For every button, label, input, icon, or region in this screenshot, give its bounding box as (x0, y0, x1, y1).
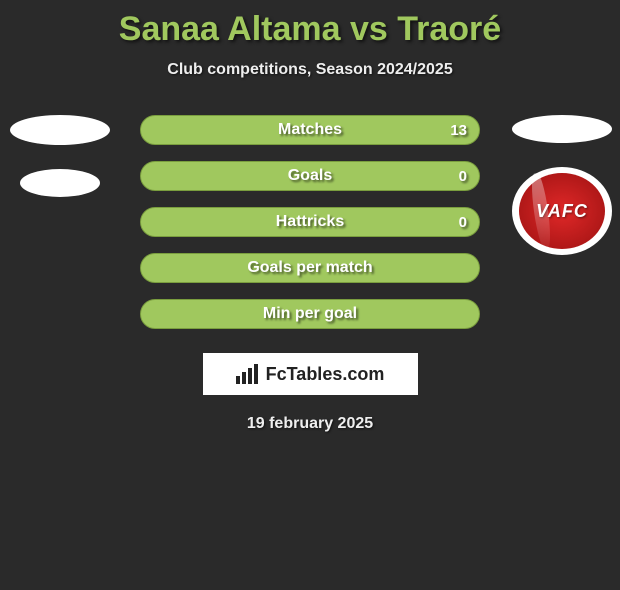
stat-label: Min per goal (263, 305, 357, 323)
chart-bars-icon (236, 364, 260, 384)
right-badge-column: VAFC (512, 115, 612, 255)
right-club-badge: VAFC (512, 167, 612, 255)
right-player-badge-1 (512, 115, 612, 143)
left-player-badge-2 (20, 169, 100, 197)
stat-label: Goals (288, 167, 332, 185)
stat-row-goals-per-match: Goals per match (140, 253, 480, 283)
stat-bars: Matches 13 Goals 0 Hattricks 0 Goals per… (140, 115, 480, 329)
content-region: VAFC Matches 13 Goals 0 Hattricks 0 Goal… (0, 115, 620, 433)
footer-date: 19 february 2025 (0, 415, 620, 433)
left-badge-column (10, 115, 110, 197)
stat-row-goals: Goals 0 (140, 161, 480, 191)
stat-row-hattricks: Hattricks 0 (140, 207, 480, 237)
stat-row-min-per-goal: Min per goal (140, 299, 480, 329)
stat-value-right: 13 (450, 122, 467, 139)
stat-label: Hattricks (276, 213, 344, 231)
stat-value-right: 0 (459, 214, 467, 231)
stat-label: Goals per match (247, 259, 372, 277)
club-badge-inner: VAFC (519, 173, 605, 249)
stat-value-right: 0 (459, 168, 467, 185)
stat-label: Matches (278, 121, 342, 139)
page-title: Sanaa Altama vs Traoré (0, 10, 620, 49)
stat-row-matches: Matches 13 (140, 115, 480, 145)
page-subtitle: Club competitions, Season 2024/2025 (0, 61, 620, 79)
left-player-badge-1 (10, 115, 110, 145)
branding-text: FcTables.com (266, 364, 385, 385)
branding-box: FcTables.com (203, 353, 418, 395)
